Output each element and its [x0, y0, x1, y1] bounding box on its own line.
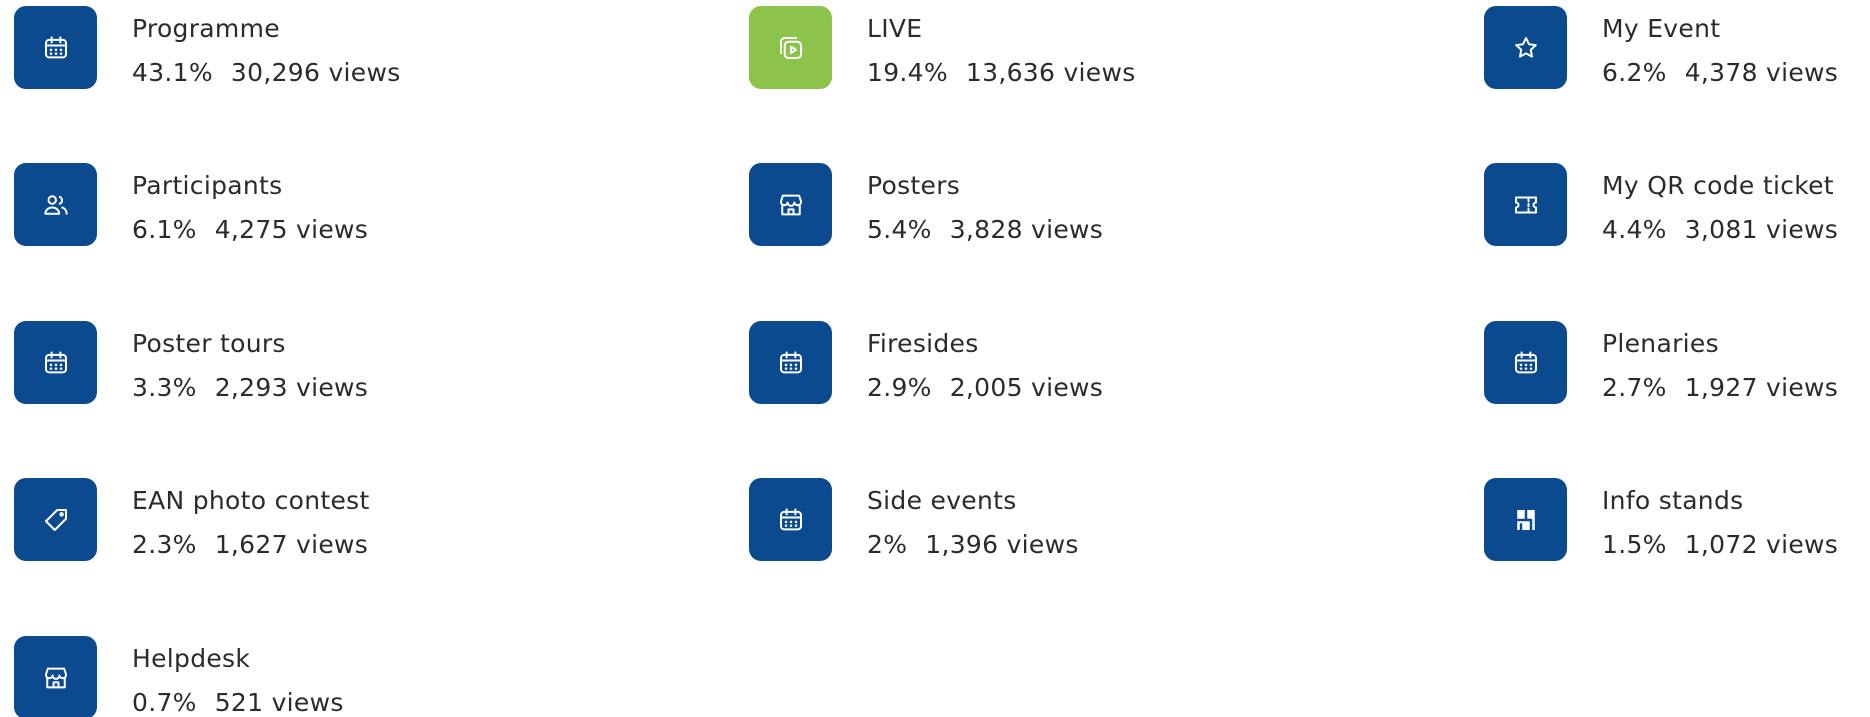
item-stats: 1.5% 1,072 views	[1602, 530, 1838, 559]
item-views: 2,005 views	[949, 373, 1104, 402]
item-views: 4,275 views	[214, 215, 369, 244]
item-views: 3,081 views	[1684, 215, 1839, 244]
menu-item: Info stands 1.5% 1,072 views	[1484, 478, 1870, 562]
item-icon	[1484, 321, 1567, 404]
item-views: 13,636 views	[965, 58, 1136, 87]
item-percent: 6.2%	[1602, 58, 1667, 87]
item-icon	[749, 321, 832, 404]
item-stats: 2% 1,396 views	[867, 530, 1079, 559]
item-percent: 2.7%	[1602, 373, 1667, 402]
icon-glyph	[44, 350, 67, 373]
icon-glyph	[44, 35, 67, 58]
icon-glyph	[779, 350, 802, 373]
menu-item: Helpdesk 0.7% 521 views	[14, 636, 714, 717]
item-percent: 43.1%	[132, 58, 213, 87]
item-stats: 2.7% 1,927 views	[1602, 373, 1838, 402]
item-name: Participants	[132, 171, 283, 200]
item-name: Firesides	[867, 329, 979, 358]
item-views: 521 views	[214, 688, 344, 717]
item-name: My Event	[1602, 14, 1721, 43]
menu-item: My QR code ticket 4.4% 3,081 views	[1484, 163, 1870, 247]
icon-glyph	[44, 508, 67, 531]
menu-item: Side events 2% 1,396 views	[749, 478, 1449, 562]
item-percent: 3.3%	[132, 373, 197, 402]
item-icon	[749, 163, 832, 246]
icon-glyph	[1515, 508, 1535, 531]
item-stats: 19.4% 13,636 views	[867, 58, 1136, 87]
item-percent: 6.1%	[132, 215, 197, 244]
icon-glyph	[1514, 350, 1537, 373]
item-stats: 2.9% 2,005 views	[867, 373, 1103, 402]
item-percent: 2%	[867, 530, 908, 559]
item-stats: 2.3% 1,627 views	[132, 530, 368, 559]
item-stats: 6.1% 4,275 views	[132, 215, 368, 244]
item-name: Poster tours	[132, 329, 286, 358]
item-views: 2,293 views	[214, 373, 369, 402]
icon-glyph	[779, 194, 802, 215]
icon-glyph	[1514, 196, 1537, 213]
item-percent: 5.4%	[867, 215, 932, 244]
item-percent: 2.3%	[132, 530, 197, 559]
menu-item: Plenaries 2.7% 1,927 views	[1484, 321, 1870, 405]
item-views: 4,378 views	[1684, 58, 1839, 87]
icon-glyph	[44, 667, 67, 688]
item-percent: 19.4%	[867, 58, 948, 87]
item-name: EAN photo contest	[132, 486, 370, 515]
item-stats: 0.7% 521 views	[132, 688, 344, 717]
item-icon	[14, 321, 97, 404]
item-views: 1,627 views	[214, 530, 369, 559]
item-views: 3,828 views	[949, 215, 1104, 244]
item-icon	[749, 6, 832, 89]
item-percent: 1.5%	[1602, 530, 1667, 559]
item-name: Info stands	[1602, 486, 1744, 515]
menu-item: Posters 5.4% 3,828 views	[749, 163, 1449, 247]
item-stats: 43.1% 30,296 views	[132, 58, 401, 87]
item-percent: 0.7%	[132, 688, 197, 717]
item-icon	[1484, 6, 1567, 89]
item-views: 1,396 views	[925, 530, 1079, 559]
menu-item: EAN photo contest 2.3% 1,627 views	[14, 478, 714, 562]
item-name: Posters	[867, 171, 961, 200]
menu-item: LIVE 19.4% 13,636 views	[749, 6, 1449, 90]
item-name: Plenaries	[1602, 329, 1719, 358]
item-name: LIVE	[867, 14, 923, 43]
item-stats: 6.2% 4,378 views	[1602, 58, 1838, 87]
item-icon	[749, 478, 832, 561]
item-stats: 4.4% 3,081 views	[1602, 215, 1838, 244]
icon-glyph	[779, 36, 802, 59]
item-icon	[1484, 478, 1567, 561]
item-views: 1,927 views	[1684, 373, 1839, 402]
item-name: Side events	[867, 486, 1017, 515]
menu-item: My Event 6.2% 4,378 views	[1484, 6, 1870, 90]
item-views: 30,296 views	[230, 58, 401, 87]
item-percent: 4.4%	[1602, 215, 1667, 244]
item-stats: 5.4% 3,828 views	[867, 215, 1103, 244]
item-icon	[14, 478, 97, 561]
item-icon	[14, 636, 97, 717]
menu-item: Programme 43.1% 30,296 views	[14, 6, 714, 90]
menu-item: Poster tours 3.3% 2,293 views	[14, 321, 714, 405]
item-name: Helpdesk	[132, 644, 251, 673]
item-icon	[14, 6, 97, 89]
item-views: 1,072 views	[1684, 530, 1839, 559]
item-percent: 2.9%	[867, 373, 932, 402]
item-icon	[14, 163, 97, 246]
item-name: My QR code ticket	[1602, 171, 1834, 200]
menu-item: Firesides 2.9% 2,005 views	[749, 321, 1449, 405]
menu-item: Participants 6.1% 4,275 views	[14, 163, 714, 247]
item-icon	[1484, 163, 1567, 246]
icon-glyph	[779, 507, 802, 530]
item-name: Programme	[132, 14, 280, 43]
icon-glyph	[43, 194, 68, 215]
item-stats: 3.3% 2,293 views	[132, 373, 368, 402]
icon-glyph	[1514, 36, 1537, 58]
